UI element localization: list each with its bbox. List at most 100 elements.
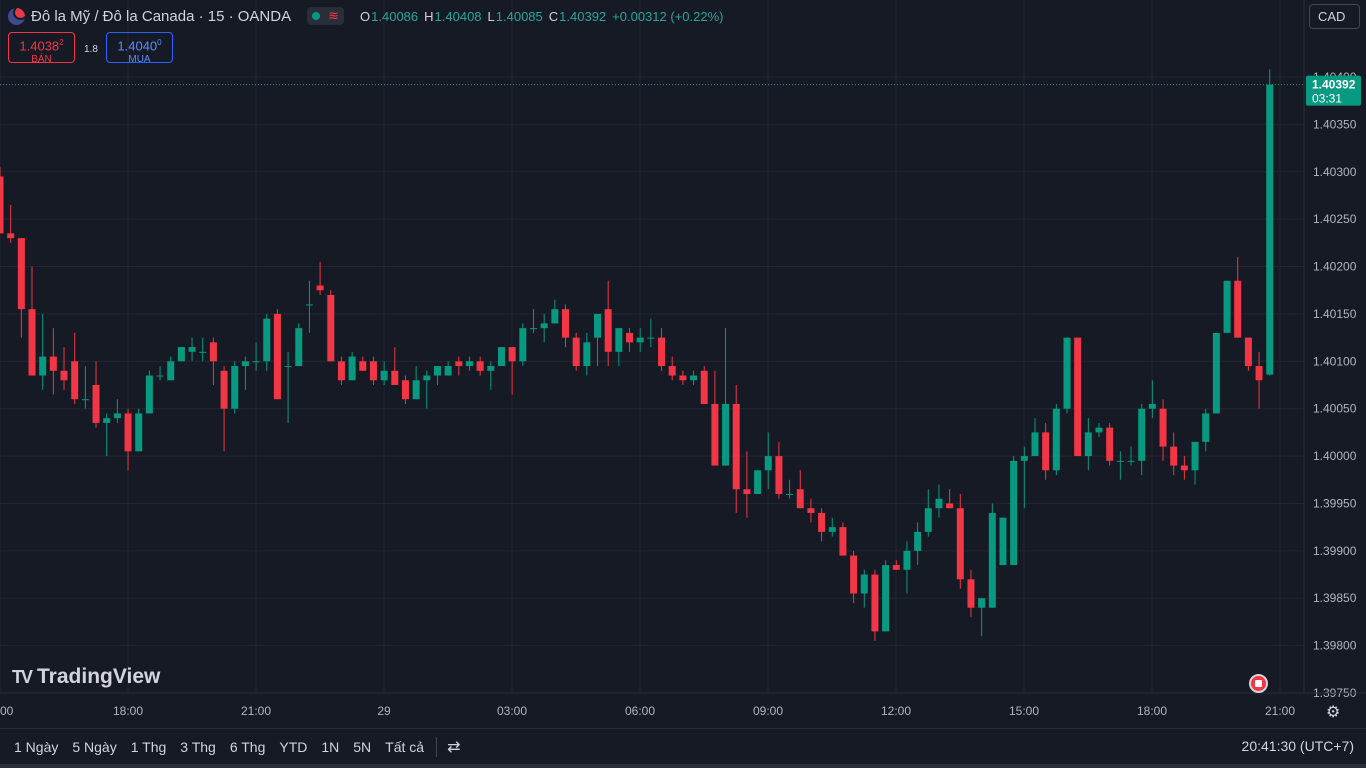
candle bbox=[540, 313, 548, 343]
candle-body bbox=[380, 370, 388, 381]
low-value: 1.40085 bbox=[495, 8, 543, 24]
candle-body bbox=[871, 574, 879, 632]
candle-body bbox=[690, 375, 698, 381]
candle-body bbox=[508, 347, 516, 362]
candle-body bbox=[1127, 460, 1135, 462]
candle-body bbox=[391, 370, 399, 385]
candle bbox=[444, 361, 452, 376]
range-1m[interactable]: 1 Thg bbox=[130, 738, 167, 755]
range-ytd[interactable]: YTD bbox=[279, 738, 308, 755]
range-1d[interactable]: 1 Ngày bbox=[14, 738, 59, 755]
candle-body bbox=[1202, 413, 1210, 442]
candle-body bbox=[807, 508, 815, 513]
range-5y[interactable]: 5N bbox=[353, 738, 372, 755]
candle-body bbox=[604, 309, 612, 352]
last-price-value: 1.40392 bbox=[1312, 78, 1356, 92]
candle-body bbox=[423, 375, 431, 381]
candle bbox=[113, 399, 121, 423]
range-5d[interactable]: 5 Ngày bbox=[72, 738, 117, 755]
range-1y[interactable]: 1N bbox=[321, 738, 340, 755]
candle-body bbox=[231, 366, 239, 409]
candle-body bbox=[956, 508, 964, 580]
price-tick-label: 1.40200 bbox=[1313, 260, 1357, 274]
candle-body bbox=[700, 370, 708, 404]
price-tick-label: 1.39900 bbox=[1313, 544, 1357, 558]
candle-body bbox=[1106, 427, 1114, 461]
candle-body bbox=[327, 294, 335, 362]
candle-body bbox=[530, 328, 537, 330]
candle-body bbox=[188, 347, 196, 352]
candle bbox=[1244, 337, 1252, 371]
candle-body bbox=[775, 456, 783, 494]
time-tick-label: 12:00 bbox=[881, 704, 911, 718]
candle-body bbox=[914, 531, 922, 551]
range-6m[interactable]: 6 Thg bbox=[229, 738, 266, 755]
range-all[interactable]: Tất cả bbox=[385, 738, 425, 755]
candle bbox=[327, 290, 335, 362]
gear-icon[interactable]: ⚙ bbox=[1326, 704, 1341, 721]
price-chart[interactable]: 1.40400 1.40350 1.40300 1.40250 1.40200 1.401… bbox=[0, 0, 1366, 728]
sell-button[interactable]: 1.40382 BÁN bbox=[8, 32, 75, 65]
time-axis[interactable]: 00 18:00 21:00 29 03:00 06:00 09:00 12:00 15:00 1… bbox=[0, 692, 1366, 718]
date-range-icon[interactable]: ⇄ bbox=[447, 738, 461, 756]
price-tick-label: 1.40100 bbox=[1313, 354, 1357, 368]
candle bbox=[914, 522, 922, 566]
candle-body bbox=[1244, 337, 1252, 367]
candle bbox=[519, 323, 527, 367]
candle bbox=[1223, 280, 1231, 333]
candle bbox=[871, 569, 879, 641]
price-tick-label: 1.39850 bbox=[1313, 591, 1357, 605]
candle bbox=[1191, 441, 1199, 485]
price-tick-label: 1.39950 bbox=[1313, 496, 1357, 510]
time-tick-label: 21:00 bbox=[241, 704, 271, 718]
candle bbox=[946, 489, 954, 509]
candle bbox=[786, 479, 794, 499]
candle-body bbox=[647, 337, 655, 339]
currency-button[interactable]: CAD bbox=[1309, 4, 1360, 29]
buy-label: MUA bbox=[128, 54, 151, 66]
candle-body bbox=[273, 313, 281, 400]
symbol-header: Đô la Mỹ / Đô la Canada · 15 · OANDA ≋ O… bbox=[8, 5, 723, 27]
bottom-edge bbox=[0, 764, 1366, 768]
candle-body bbox=[764, 456, 772, 471]
candle bbox=[263, 313, 271, 371]
candle bbox=[775, 441, 783, 499]
candle-body bbox=[1212, 332, 1220, 414]
market-status[interactable]: ≋ bbox=[307, 7, 345, 25]
candle bbox=[679, 370, 687, 385]
candle bbox=[1266, 69, 1274, 376]
candle-body bbox=[295, 328, 303, 367]
candle-body bbox=[337, 361, 345, 381]
candle-body bbox=[305, 304, 313, 306]
clock[interactable]: 20:41:30 (UTC+7) bbox=[1241, 738, 1354, 754]
range-3m[interactable]: 3 Thg bbox=[180, 738, 216, 755]
candle-body bbox=[241, 361, 249, 367]
candle bbox=[807, 498, 815, 523]
candle bbox=[252, 342, 260, 371]
candle bbox=[391, 347, 399, 385]
candle-body bbox=[839, 527, 847, 556]
time-tick-label: 06:00 bbox=[625, 704, 655, 718]
candle bbox=[28, 266, 36, 376]
tradingview-logo[interactable]: TV TradingView bbox=[12, 665, 160, 689]
candle-body bbox=[1255, 366, 1263, 381]
candle bbox=[7, 204, 15, 243]
canada-event-icon[interactable] bbox=[1249, 674, 1268, 693]
candle-body bbox=[263, 318, 271, 362]
candle bbox=[423, 370, 431, 409]
candle bbox=[722, 328, 730, 466]
price-tick-label: 1.40250 bbox=[1313, 212, 1357, 226]
candle bbox=[754, 470, 762, 494]
candle-body bbox=[668, 366, 676, 376]
candle bbox=[967, 569, 975, 618]
close-value: 1.40392 bbox=[559, 8, 607, 24]
candle-body bbox=[1191, 441, 1199, 471]
candle-body bbox=[369, 361, 377, 381]
candle-body bbox=[71, 361, 79, 400]
grid bbox=[0, 0, 1304, 694]
symbol-title[interactable]: Đô la Mỹ / Đô la Canada · 15 · OANDA bbox=[31, 7, 292, 25]
buy-price-pip: 0 bbox=[157, 38, 162, 47]
buy-button[interactable]: 1.40400 MUA bbox=[106, 32, 173, 65]
candle bbox=[316, 261, 324, 295]
candle bbox=[732, 385, 740, 513]
